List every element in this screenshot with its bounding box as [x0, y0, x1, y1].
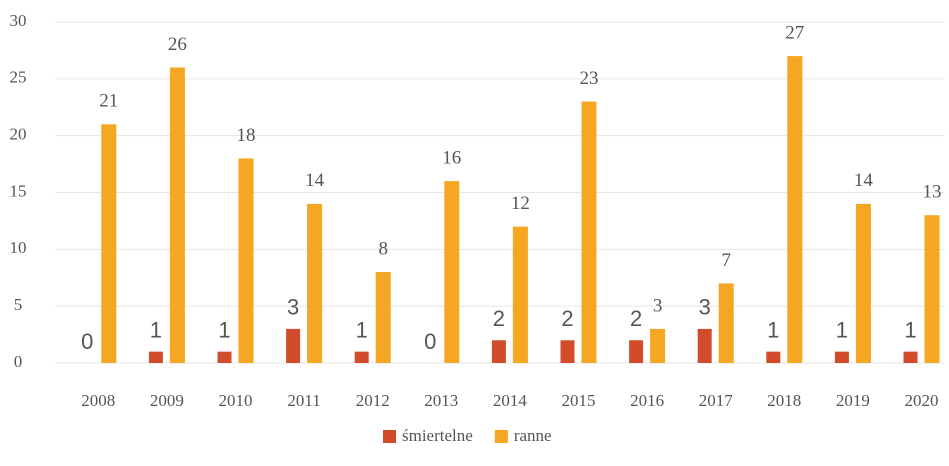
bar	[581, 101, 597, 364]
data-label: 2	[493, 306, 505, 331]
data-label: 3	[699, 295, 711, 320]
y-tick-label: 25	[10, 68, 27, 87]
x-tick-label: 2013	[424, 391, 458, 410]
x-tick-label: 2015	[562, 391, 596, 410]
data-label: 1	[150, 317, 162, 342]
x-tick-label: 2008	[81, 391, 115, 410]
data-label: 14	[305, 170, 325, 191]
bar	[766, 351, 781, 363]
data-label: 1	[218, 317, 230, 342]
bar	[169, 67, 185, 363]
bar	[560, 340, 575, 363]
legend-label: ranne	[514, 426, 552, 445]
bar	[375, 272, 391, 363]
bar	[650, 328, 666, 363]
data-label: 16	[442, 147, 461, 168]
x-tick-label: 2016	[630, 391, 664, 410]
y-tick-label: 30	[10, 11, 27, 30]
data-label: 2	[630, 306, 642, 331]
data-label: 23	[580, 68, 599, 89]
bar	[718, 283, 734, 363]
x-tick-label: 2017	[699, 391, 734, 410]
x-tick-label: 2020	[905, 391, 939, 410]
x-tick-label: 2019	[836, 391, 870, 410]
x-tick-label: 2010	[219, 391, 253, 410]
bar	[217, 351, 232, 363]
bar	[512, 226, 528, 363]
bar	[855, 203, 871, 363]
x-tick-label: 2011	[287, 391, 320, 410]
data-label: 0	[81, 329, 93, 354]
bar	[924, 215, 940, 363]
bar	[148, 351, 163, 363]
data-label: 1	[356, 317, 368, 342]
bar	[787, 56, 803, 363]
bar	[834, 351, 849, 363]
y-tick-label: 5	[14, 295, 23, 314]
data-label: 7	[721, 250, 731, 271]
data-label: 26	[168, 34, 187, 55]
data-label: 2	[561, 306, 573, 331]
bar	[307, 203, 323, 363]
bar	[903, 351, 918, 363]
data-label: 14	[854, 170, 874, 191]
y-tick-label: 15	[10, 181, 27, 200]
data-label: 1	[767, 317, 779, 342]
bar	[286, 328, 301, 363]
legend-swatch	[383, 430, 396, 443]
x-tick-label: 2012	[356, 391, 390, 410]
y-tick-label: 20	[10, 125, 27, 144]
data-label: 1	[904, 317, 916, 342]
data-label: 21	[99, 91, 118, 112]
data-label: 1	[836, 317, 848, 342]
data-label: 18	[237, 125, 256, 146]
bar	[101, 124, 117, 363]
bar	[238, 158, 254, 363]
bar	[697, 328, 712, 363]
bar	[491, 340, 506, 363]
data-label: 27	[785, 22, 804, 43]
bar	[444, 181, 460, 363]
data-label: 0	[424, 329, 436, 354]
y-tick-label: 0	[14, 352, 23, 371]
bar	[629, 340, 644, 363]
data-label: 12	[511, 193, 530, 214]
data-label: 8	[378, 238, 388, 259]
x-tick-label: 2014	[493, 391, 528, 410]
y-tick-label: 10	[10, 238, 27, 257]
legend-swatch	[494, 430, 508, 443]
data-label: 13	[923, 182, 942, 203]
bar	[354, 351, 369, 363]
data-label: 3	[287, 295, 299, 320]
data-label: 3	[653, 295, 663, 316]
x-tick-label: 2009	[150, 391, 184, 410]
x-tick-label: 2018	[767, 391, 801, 410]
legend-label: śmiertelne	[402, 426, 473, 445]
